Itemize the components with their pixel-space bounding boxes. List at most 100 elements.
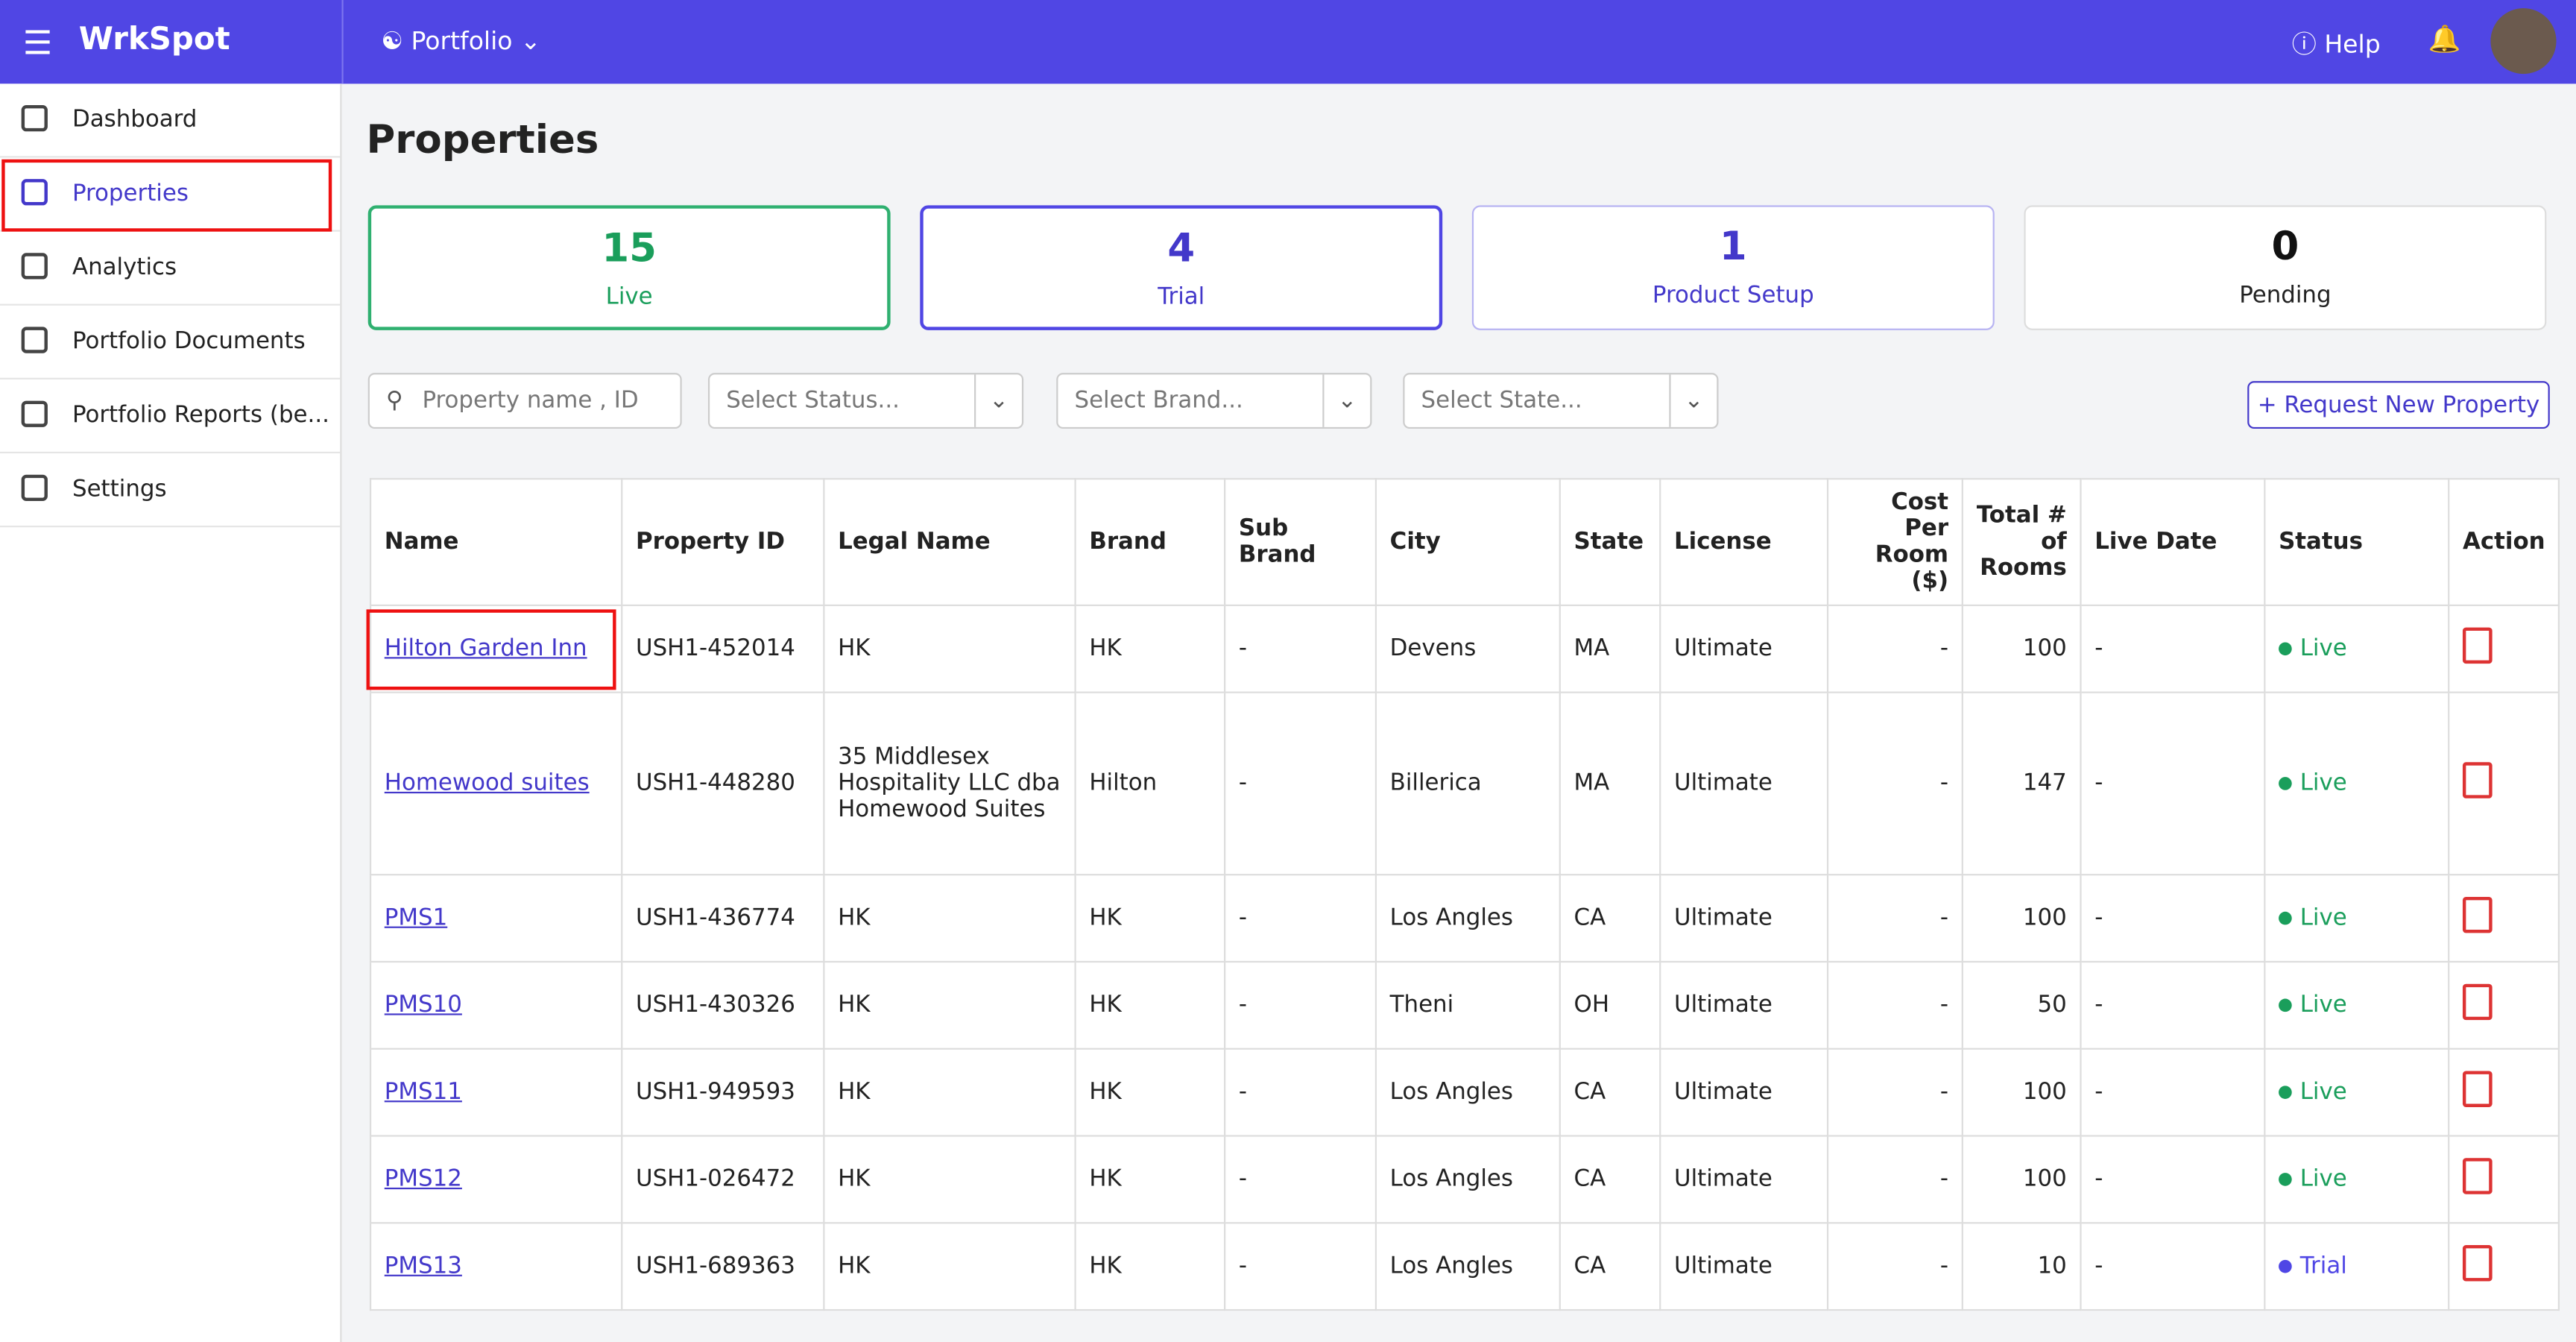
cell: - (1224, 691, 1377, 876)
nav-label: Portfolio Reports (be... (72, 402, 329, 429)
cell-text: HK (838, 635, 871, 662)
action-icon[interactable] (2462, 896, 2493, 933)
cell-text: 147 (2022, 770, 2067, 797)
table-row: PMS11 USH1-949593 HK HK - Los Angles CA Ultimat… (369, 1048, 2560, 1137)
action-icon[interactable] (2462, 1071, 2493, 1107)
table-row: PMS13 USH1-689363 HK HK - Los Angles CA Ultimat… (369, 1222, 2560, 1311)
search[interactable]: ⚲ Property name , ID (367, 373, 682, 429)
cell (2448, 874, 2560, 963)
help-label: Help (2324, 29, 2381, 60)
stat-card[interactable]: 1 Product Setup (1471, 205, 1995, 330)
property-link[interactable]: PMS11 (384, 1079, 462, 1106)
action-icon[interactable] (2462, 1158, 2493, 1194)
cell: Live (2264, 604, 2450, 693)
cell (2448, 691, 2560, 876)
stat-card[interactable]: 4 Trial (920, 205, 1443, 330)
request-button[interactable]: + Request New Property (2247, 381, 2550, 429)
status-select[interactable]: Select Status... ⌄ (707, 373, 1024, 429)
property-link[interactable]: PMS10 (384, 992, 462, 1018)
cell: 10 (1961, 1222, 2082, 1311)
cell: Los Angles (1374, 874, 1561, 963)
cell: PMS13 (369, 1222, 623, 1311)
cell: - (2080, 604, 2266, 693)
avatar[interactable] (2490, 8, 2557, 75)
status-label: Live (2299, 904, 2347, 932)
state-select[interactable]: Select State... ⌄ (1403, 373, 1719, 429)
nav-label: Analytics (72, 254, 177, 281)
property-link[interactable]: PMS13 (384, 1253, 462, 1280)
cell: CA (1559, 1222, 1661, 1311)
stat-card[interactable]: 0 Pending (2024, 205, 2547, 330)
nav-item[interactable]: Portfolio Documents (0, 306, 341, 379)
cell-text: USH1-689363 (635, 1253, 795, 1280)
cell-text: HK (1089, 635, 1122, 662)
cell-text: Ultimate (1673, 635, 1772, 662)
property-link[interactable]: Hilton Garden Inn (384, 635, 587, 662)
cell: HK (1074, 1222, 1226, 1311)
cell: Ultimate (1659, 1135, 1829, 1224)
cell-text: CA (1573, 1079, 1606, 1106)
cell: Homewood suites (369, 691, 623, 876)
cell-text: Theni (1389, 992, 1454, 1018)
cell-text: 100 (2022, 1166, 2067, 1193)
cell: - (1224, 1048, 1377, 1137)
cell: 100 (1961, 1135, 2082, 1224)
cell-text: Ultimate (1673, 992, 1772, 1018)
cell-text: USH1-026472 (635, 1166, 795, 1193)
cell: Ultimate (1659, 604, 1829, 693)
action-icon[interactable] (2462, 627, 2493, 664)
cell-text: CA (1573, 1253, 1606, 1280)
column-header: Sub Brand (1224, 478, 1377, 606)
stat-card[interactable]: 15 Live (367, 205, 891, 330)
cell: 35 Middlesex Hospitality LLC dba Homewoo… (823, 691, 1076, 876)
cell: USH1-448280 (621, 691, 825, 876)
cell: PMS1 (369, 874, 623, 963)
cell-text: CA (1573, 904, 1606, 932)
column-header: Total # of Rooms (1961, 478, 2082, 606)
status-dot (2279, 1086, 2292, 1099)
cell-text: 10 (2037, 1253, 2067, 1280)
action-icon[interactable] (2462, 762, 2493, 798)
cell: - (1826, 960, 1963, 1050)
cell: - (1826, 691, 1963, 876)
column-header: Brand (1074, 478, 1226, 606)
stat-count: 15 (602, 224, 657, 271)
action-icon[interactable] (2462, 983, 2493, 1021)
brand-select[interactable]: Select Brand... ⌄ (1056, 373, 1372, 429)
table-row: Hilton Garden Inn USH1-452014 HK HK - Devens M… (366, 604, 2560, 693)
property-link[interactable]: PMS1 (384, 904, 448, 932)
action-icon[interactable] (2462, 1245, 2493, 1282)
cell: - (2080, 874, 2266, 963)
portfolio-menu[interactable]: ☯ Portfolio ⌄ (381, 26, 541, 56)
cell: Los Angles (1374, 1048, 1561, 1137)
cell-text: HK (838, 992, 871, 1018)
nav-item[interactable]: Portfolio Reports (be... (0, 379, 341, 454)
cell-text: HK (838, 1166, 871, 1193)
cell: 147 (1961, 691, 2082, 876)
cell: - (2080, 1222, 2266, 1311)
nav-icon (21, 400, 48, 427)
nav-item[interactable]: Analytics (0, 232, 341, 306)
cell: - (1826, 874, 1963, 963)
cell: HK (823, 604, 1076, 693)
cell-text: CA (1573, 1166, 1606, 1193)
nav-item[interactable]: Properties (0, 158, 341, 232)
help[interactable]: ⓘ Help (2291, 29, 2381, 60)
cell: - (2080, 960, 2266, 1050)
menu-icon[interactable]: ☰ (22, 22, 53, 63)
property-link[interactable]: Homewood suites (384, 770, 590, 797)
cell-text: HK (1089, 1253, 1122, 1280)
nav-item[interactable]: Dashboard (0, 84, 341, 158)
cell: - (2080, 691, 2266, 876)
cell: Devens (1374, 604, 1561, 693)
nav-item[interactable]: Settings (0, 453, 341, 528)
bell[interactable]: 🔔 (2428, 22, 2461, 54)
cell: Live (2264, 1048, 2450, 1137)
property-link[interactable]: PMS12 (384, 1166, 462, 1193)
cell-text: HK (1089, 1079, 1122, 1106)
cell: Hilton (1074, 691, 1226, 876)
cell: Ultimate (1659, 874, 1829, 963)
status-label: Live (2299, 770, 2347, 797)
cell-text: 50 (2037, 992, 2067, 1018)
